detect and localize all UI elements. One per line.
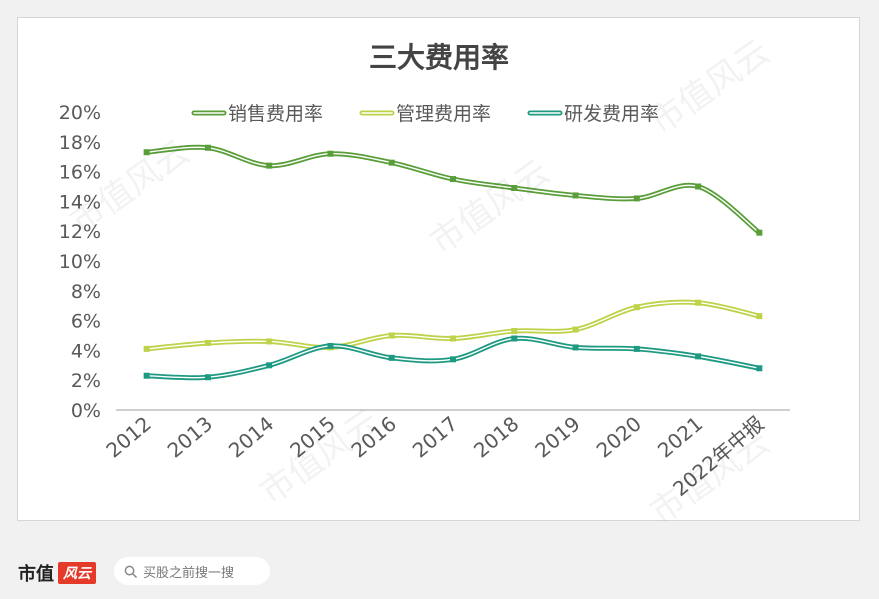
data-point: [327, 150, 334, 157]
y-tick-label: 8%: [71, 281, 101, 303]
search-placeholder: 买股之前搜一搜: [143, 565, 235, 581]
x-tick-label: 2019: [530, 411, 584, 462]
data-point: [204, 374, 211, 381]
data-point: [756, 229, 763, 236]
data-point: [388, 159, 395, 166]
data-point: [450, 356, 456, 363]
legend-label: 管理费用率: [396, 103, 491, 125]
data-point: [695, 183, 702, 190]
y-tick-label: 2%: [71, 370, 101, 392]
data-point: [572, 192, 579, 199]
data-point: [388, 354, 395, 361]
x-tick-label: 2012: [101, 411, 155, 462]
data-point: [204, 144, 211, 151]
data-point: [266, 362, 273, 369]
data-point: [633, 304, 640, 311]
x-tick-label: 2016: [347, 411, 401, 462]
y-tick-label: 16%: [59, 162, 101, 184]
y-tick-label: 6%: [71, 311, 101, 333]
x-tick-label: 2017: [408, 411, 462, 462]
x-tick-label: 2018: [469, 411, 523, 462]
legend-label: 研发费用率: [564, 103, 659, 125]
footer-bar: 市值 风云 买股之前搜一搜: [0, 538, 879, 599]
legend-label: 销售费用率: [228, 103, 323, 125]
data-point: [450, 176, 456, 183]
x-tick-label: 2015: [285, 411, 339, 462]
data-point: [511, 328, 518, 335]
brand-logo[interactable]: 市值 风云: [18, 560, 96, 586]
y-tick-label: 14%: [59, 191, 101, 213]
data-point: [143, 149, 150, 156]
data-point: [266, 338, 273, 345]
search-input[interactable]: 买股之前搜一搜: [114, 557, 270, 585]
chart-card: 三大费用率销售费用率 管理费用率 研发费用率 0% 2% 4% 6% 8% 10% 12% 14% 1…: [17, 17, 860, 521]
data-point: [511, 335, 518, 342]
data-point: [511, 184, 518, 191]
data-point: [450, 335, 456, 342]
data-point: [204, 339, 211, 346]
data-point: [695, 353, 702, 360]
x-tick-label: 2021: [653, 411, 707, 462]
data-point: [266, 162, 273, 169]
data-point: [572, 326, 579, 333]
data-point: [756, 313, 763, 320]
x-tick-label: 2014: [224, 411, 278, 462]
y-tick-label: 0%: [71, 400, 101, 422]
brand-name: 市值: [18, 564, 54, 585]
data-point: [756, 365, 763, 372]
data-point: [695, 299, 702, 306]
data-point: [633, 345, 640, 352]
data-point: [327, 342, 334, 349]
data-point: [143, 345, 150, 352]
brand-logo-mark: 风云: [58, 562, 96, 584]
data-point: [388, 332, 395, 339]
y-tick-label: 12%: [59, 221, 101, 243]
series-line-inner: [145, 146, 761, 234]
x-tick-label: 2013: [163, 411, 217, 462]
data-point: [633, 195, 640, 202]
chart-title: 三大费用率: [369, 41, 509, 74]
x-tick-label: 2020: [592, 411, 646, 462]
y-tick-label: 10%: [59, 251, 101, 273]
series-line-inner: [145, 301, 761, 350]
y-tick-label: 4%: [71, 340, 101, 362]
data-point: [572, 344, 579, 351]
y-tick-label: 18%: [59, 132, 101, 154]
y-tick-label: 20%: [59, 102, 101, 124]
search-icon: [124, 565, 137, 578]
data-point: [143, 372, 150, 379]
